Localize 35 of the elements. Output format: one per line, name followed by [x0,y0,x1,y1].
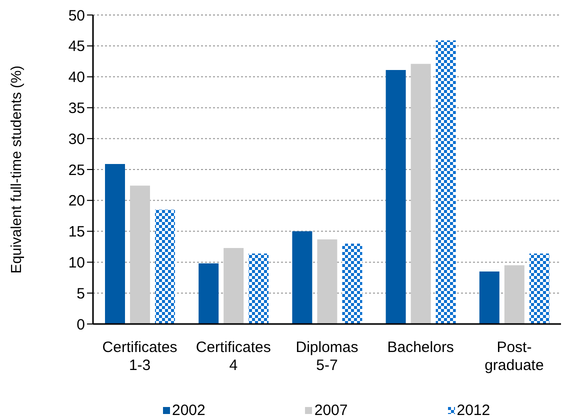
bar [436,40,456,324]
y-tick-label: 5 [76,285,85,302]
bar [529,254,550,324]
legend-label: 2002 [172,402,206,418]
bar [130,186,150,324]
y-tick-label: 15 [68,224,85,241]
legend-label: 2007 [314,402,348,418]
y-tick-label: 40 [68,69,85,86]
y-axis-title: Equivalent full-time students (%) [9,66,26,274]
y-tick-label: 10 [68,254,85,272]
y-tick-label: 45 [68,38,85,56]
x-tick-label: Post-graduate [484,339,544,374]
y-tick-label: 0 [76,316,85,334]
bar [410,64,431,324]
bar [224,248,244,324]
x-tick-label: Diplomas 5-7 [296,339,358,374]
bar [317,239,338,324]
bar [342,244,362,324]
bar [155,210,175,324]
bar [248,254,269,324]
x-tick-label: Certificates 4 [196,339,271,374]
bar [504,265,524,324]
bar [198,263,219,324]
bar [105,164,125,324]
bar [479,271,500,324]
y-tick-label: 25 [68,162,85,179]
bar [386,70,406,324]
y-tick-label: 30 [68,130,85,148]
x-tick-label: Bachelors [387,339,454,356]
bar [292,231,312,324]
legend-label: 2012 [456,402,490,418]
y-tick-label: 20 [68,192,85,210]
y-tick-label: 35 [68,100,85,118]
x-tick-label: Certificates 1-3 [102,339,178,374]
y-tick-label: 50 [68,7,85,24]
